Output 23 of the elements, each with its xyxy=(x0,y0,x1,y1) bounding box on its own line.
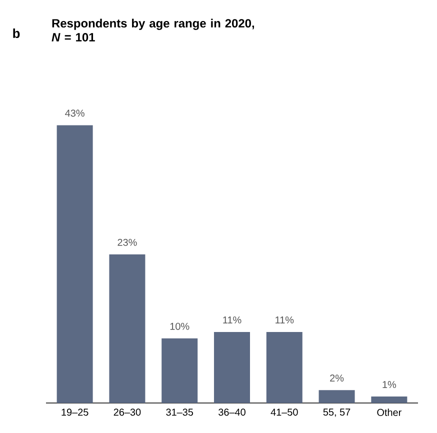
data-label: 1% xyxy=(382,381,396,388)
x-tick-label: 19–25 xyxy=(62,408,88,416)
text: b xyxy=(13,28,20,38)
bar xyxy=(371,396,408,403)
bar xyxy=(318,390,355,403)
bar xyxy=(214,332,250,403)
data-label: 10% xyxy=(170,322,190,330)
x-tick-label: Other xyxy=(377,408,402,416)
x-tick-label: 36–40 xyxy=(218,408,246,416)
data-label: 11% xyxy=(223,316,242,324)
bar xyxy=(56,125,93,403)
x-tick-label: 26–30 xyxy=(114,408,141,416)
bar xyxy=(109,254,146,403)
chart-title: Respondents by age range in 2020, N = 101 xyxy=(52,18,254,42)
data-label: 2% xyxy=(330,374,344,382)
data-label: 23% xyxy=(118,238,137,246)
x-tick-label: 31–35 xyxy=(166,408,194,416)
x-tick-label: 55, 57 xyxy=(323,408,350,417)
data-label: 11% xyxy=(276,316,294,324)
bar xyxy=(162,338,198,403)
x-tick-label: 41–50 xyxy=(270,408,298,416)
bar xyxy=(266,332,302,403)
data-label: 43% xyxy=(65,110,84,117)
